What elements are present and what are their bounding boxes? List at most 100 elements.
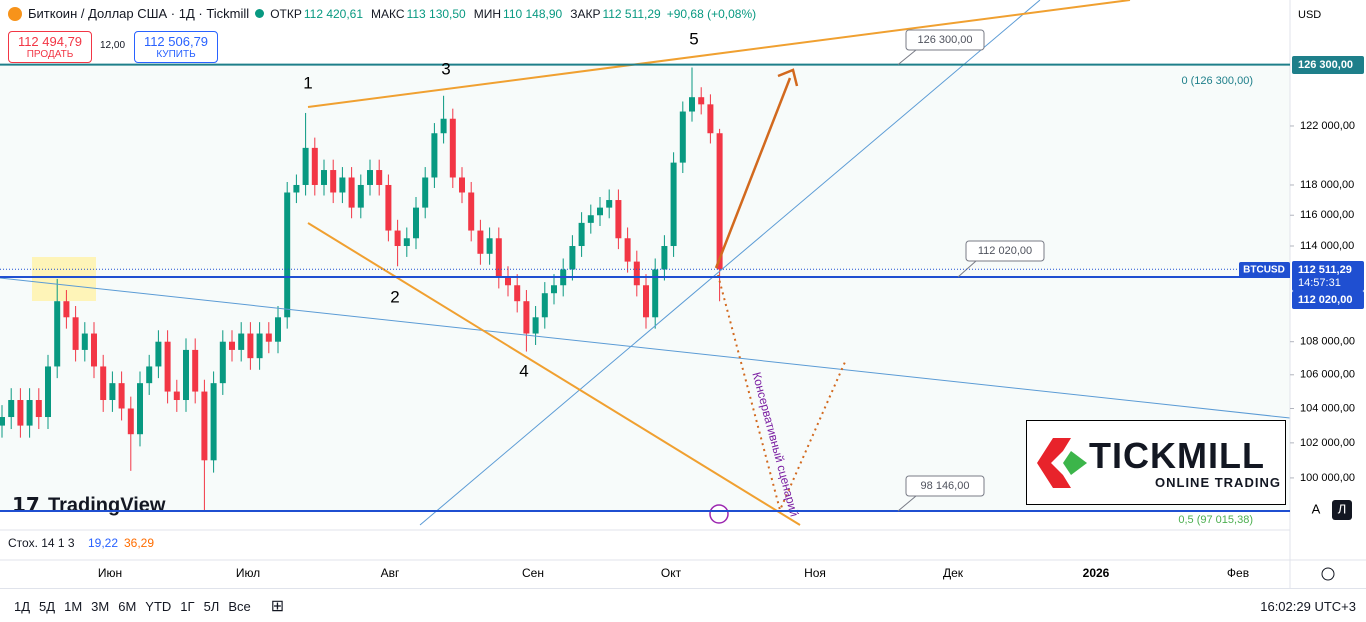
candle-body <box>440 118 447 134</box>
settings-icon[interactable] <box>1321 567 1335 581</box>
y-tick-label: 100 000,00 <box>1300 472 1355 484</box>
candle-body <box>72 317 79 350</box>
x-tick-label: 2026 <box>1083 566 1110 580</box>
range-button[interactable]: Все <box>228 598 251 614</box>
y-tick-label: 118 000,00 <box>1300 179 1354 191</box>
callout-box <box>965 240 1045 262</box>
range-button[interactable]: 1М <box>64 598 83 614</box>
candle-body <box>532 317 539 334</box>
range-button[interactable]: 6М <box>118 598 137 614</box>
candle-body <box>449 118 456 178</box>
range-button[interactable]: 3М <box>91 598 110 614</box>
callout-box <box>905 29 985 51</box>
candle-body <box>514 285 521 302</box>
range-button[interactable]: 5Л <box>203 598 220 614</box>
candle-body <box>91 333 97 367</box>
candle-body <box>707 104 714 134</box>
chart: Консервативный сценарий 0 (126 300,00) 0… <box>0 0 1366 588</box>
candle-body <box>247 333 254 359</box>
level-tag-bg <box>1292 291 1364 309</box>
symbol: Биткоин / Доллар США · 1Д · Tickmill <box>28 6 250 21</box>
candle-body <box>551 285 557 294</box>
y-tick-label: 114 000,00 <box>1300 240 1354 252</box>
candle-body <box>302 147 309 185</box>
candle-body <box>284 192 291 318</box>
candle-body <box>63 301 70 318</box>
top-tag-bg <box>1292 56 1364 74</box>
spread: 12,00 <box>100 40 126 51</box>
candle-body <box>394 230 401 247</box>
tv-logo-mark: 𝟭𝟳 <box>12 494 40 516</box>
candle-body <box>578 222 585 247</box>
candle-body <box>311 147 318 185</box>
fib-label: 0,5 (97 015,38) <box>1178 514 1253 526</box>
bottom-toolbar: 1Д 5Д 1М 3М 6М YTD 1Г 5Л Все ⊞ 16:02:29 UTC+3 <box>0 588 1366 622</box>
range-button[interactable]: 5Д <box>39 598 56 614</box>
candle-body <box>422 177 429 208</box>
tv-logo: TradingView <box>48 494 166 516</box>
candle-body <box>330 170 337 193</box>
candle-body <box>173 391 180 401</box>
candle-body <box>661 246 668 270</box>
log-button[interactable]: Л <box>1338 501 1347 516</box>
sell-button[interactable]: 112 494,79 ПРОДАТЬ <box>8 31 92 63</box>
candle-body <box>17 400 24 426</box>
candle-body <box>495 238 502 278</box>
candle-body <box>357 184 364 208</box>
y-tick-label: 104 000,00 <box>1300 402 1355 414</box>
event-icon[interactable] <box>709 504 729 524</box>
candle-body <box>569 246 576 270</box>
sell-price: 112 494,79 <box>17 34 83 49</box>
candle-body <box>652 269 659 318</box>
ohlc-value: 112 511,29 <box>602 6 661 21</box>
callout-leader <box>897 495 917 512</box>
candle-body <box>431 133 438 178</box>
callout-label: 98 146,00 <box>921 480 970 492</box>
candle-body <box>146 366 153 384</box>
candle-body <box>468 192 475 231</box>
ohlc-key: ЗАКР <box>570 6 601 21</box>
candle-body <box>238 333 245 350</box>
range-button[interactable]: 1Г <box>180 598 195 614</box>
ohlc-value: 113 130,50 <box>406 6 466 21</box>
candle-body <box>127 408 134 435</box>
trend-line <box>0 277 1291 419</box>
x-tick-label: Сен <box>522 566 544 580</box>
candle-body <box>45 366 51 418</box>
x-tick-label: Дек <box>943 566 964 580</box>
ohlc-key: ОТКР <box>270 6 302 21</box>
tickmill-logo: TICKMILL ONLINE TRADING <box>1026 420 1286 505</box>
candle-body <box>164 341 171 392</box>
y-tick-label: 106 000,00 <box>1300 369 1355 381</box>
candle-body <box>698 97 705 105</box>
wave-label: 1 <box>303 73 312 92</box>
indicator-value: 36,29 <box>124 536 154 550</box>
candle-body <box>256 333 263 359</box>
callout-leader <box>897 49 917 66</box>
tickmill-icon <box>1037 438 1087 488</box>
candle-body <box>54 301 61 367</box>
y-tick-label: 116 000,00 <box>1300 209 1354 221</box>
candle-body <box>606 200 613 208</box>
date-range-icon[interactable]: ⊞ <box>270 598 285 615</box>
x-tick-label: Фев <box>1227 566 1249 580</box>
auto-button[interactable]: A <box>1312 501 1321 516</box>
highlight-box <box>32 257 96 301</box>
indicator-pane <box>0 530 1290 560</box>
candle-body <box>643 285 649 318</box>
range-button[interactable]: YTD <box>145 598 172 614</box>
candle-body <box>321 170 327 185</box>
buy-label: КУПИТЬ <box>156 49 196 60</box>
x-tick-label: Окт <box>661 566 682 580</box>
scenario-arrow <box>714 77 792 269</box>
range-button[interactable]: 1Д <box>14 598 31 614</box>
buy-button[interactable]: 112 506,79 КУПИТЬ <box>134 31 218 63</box>
log-button-bg[interactable] <box>1332 500 1352 520</box>
trend-line <box>307 222 801 526</box>
last-price-tag: 112 511,29 <box>1298 264 1352 276</box>
level-tag: 112 020,00 <box>1298 294 1352 306</box>
currency[interactable]: USD <box>1298 9 1321 21</box>
candle-body <box>376 170 383 185</box>
clock: 16:02:29 UTC+3 <box>1260 598 1356 614</box>
candle-body <box>8 400 15 418</box>
